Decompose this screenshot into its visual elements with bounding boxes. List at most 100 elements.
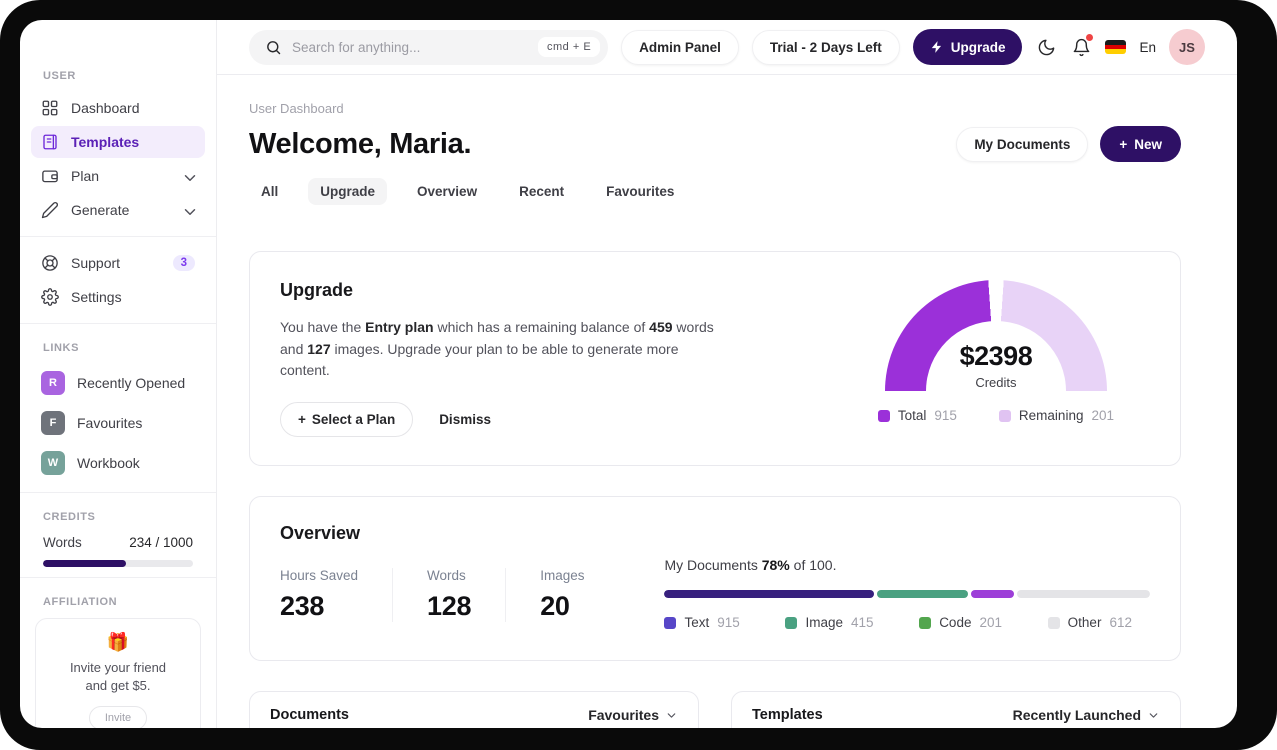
- bell-icon: [1073, 38, 1090, 56]
- topbar-right: Admin Panel Trial - 2 Days Left Upgrade: [621, 29, 1205, 65]
- app-window: USER Dashboard Templates Plan: [20, 20, 1237, 728]
- admin-panel-button[interactable]: Admin Panel: [621, 29, 739, 65]
- credits-progress-fill: [43, 560, 126, 567]
- upgrade-card-actions: + Select a Plan Dismiss: [280, 402, 720, 438]
- templates-filter-dropdown[interactable]: Recently Launched: [1013, 707, 1160, 723]
- credits-row: Words 234 / 1000: [31, 533, 205, 550]
- sidebar-item-support[interactable]: Support 3: [31, 247, 205, 279]
- section-label-user: USER: [43, 70, 76, 82]
- wallet-icon: [41, 167, 59, 185]
- tab-recent[interactable]: Recent: [519, 184, 565, 199]
- search-bar[interactable]: cmd + E: [249, 29, 609, 65]
- sidebar-item-label: Support: [71, 255, 121, 271]
- gauge-label: Credits: [975, 375, 1017, 390]
- user-avatar[interactable]: JS: [1169, 29, 1205, 65]
- sidebar-divider: [20, 236, 216, 237]
- search-icon: [265, 39, 282, 56]
- invite-button[interactable]: Invite: [88, 706, 148, 728]
- sidebar-item-label: Plan: [71, 168, 100, 184]
- stat-images: Images 20: [505, 568, 618, 623]
- overview-stats: Hours Saved 238 Words 128 Images 20: [280, 568, 618, 623]
- sidebar-item-favourites[interactable]: F Favourites: [31, 404, 205, 442]
- credits-value: 234 / 1000: [129, 535, 193, 550]
- language-label[interactable]: En: [1139, 39, 1156, 55]
- sidebar-item-settings[interactable]: Settings: [31, 281, 205, 313]
- pencil-icon: [41, 201, 59, 219]
- documents-filter-dropdown[interactable]: Favourites: [588, 707, 678, 723]
- sidebar-item-label: Dashboard: [71, 100, 140, 116]
- gauge-value: $2398: [959, 341, 1033, 371]
- bar-segment-other: [1016, 590, 1150, 599]
- sidebar-links: R Recently Opened F Favourites W Workbook: [31, 364, 205, 482]
- gauge-legend-item: Remaining 201: [998, 408, 1114, 423]
- search-input[interactable]: [292, 39, 528, 55]
- affiliation-card: 🎁 Invite your friend and get $5. Invite: [35, 618, 201, 728]
- letter-badge: W: [41, 451, 65, 475]
- documents-card-header: Documents Favourites: [250, 692, 698, 728]
- select-plan-button[interactable]: + Select a Plan: [280, 402, 414, 438]
- gauge-legend: Total 915 Remaining 201: [877, 408, 1114, 423]
- letter-badge: F: [41, 411, 65, 435]
- tab-favourites[interactable]: Favourites: [606, 184, 675, 199]
- tab-all[interactable]: All: [261, 184, 279, 199]
- documents-card: Documents Favourites Untitled Documentin…: [249, 691, 699, 728]
- tab-upgrade[interactable]: Upgrade: [308, 178, 388, 205]
- chevron-down-icon: [667, 712, 676, 718]
- templates-card: Templates Recently Launched Blog Post Ti…: [731, 691, 1181, 728]
- bar-segment-text: [664, 590, 875, 599]
- chevron-down-icon: [181, 169, 196, 183]
- sidebar-item-label: Settings: [71, 289, 122, 305]
- notification-dot: [1086, 34, 1094, 41]
- sidebar-item-dashboard[interactable]: Dashboard: [31, 92, 205, 124]
- upgrade-card: Upgrade You have the Entry plan which ha…: [249, 251, 1181, 467]
- dismiss-button[interactable]: Dismiss: [439, 412, 491, 428]
- new-button[interactable]: + New: [1100, 126, 1181, 162]
- templates-card-title: Templates: [752, 707, 823, 724]
- main-area: cmd + E Admin Panel Trial - 2 Days Left …: [217, 20, 1237, 728]
- sidebar: USER Dashboard Templates Plan: [20, 20, 217, 728]
- affiliation-text: Invite your friend and get $5.: [69, 660, 167, 693]
- topbar: cmd + E Admin Panel Trial - 2 Days Left …: [217, 20, 1237, 75]
- tab-overview[interactable]: Overview: [417, 184, 478, 199]
- sidebar-divider: [20, 577, 216, 578]
- section-label-credits: CREDITS: [43, 511, 96, 523]
- sidebar-item-label: Templates: [71, 134, 140, 150]
- letter-badge: R: [41, 371, 65, 395]
- documents-progress-bar: [664, 590, 1150, 599]
- chevron-down-icon: [1149, 712, 1158, 718]
- upgrade-button[interactable]: Upgrade: [912, 29, 1023, 65]
- notifications-button[interactable]: [1070, 34, 1094, 58]
- sidebar-item-generate[interactable]: Generate: [31, 194, 205, 226]
- overview-left: Overview Hours Saved 238 Words 128: [280, 523, 618, 630]
- moon-icon: [1038, 39, 1055, 55]
- credits-progress-track: [43, 560, 193, 567]
- stat-words: Words 128: [392, 568, 505, 623]
- dark-mode-toggle[interactable]: [1035, 36, 1057, 58]
- page-title: Welcome, Maria.: [249, 127, 472, 160]
- german-flag-icon[interactable]: [1105, 40, 1127, 54]
- progress-legend-item: Image 415: [785, 615, 874, 630]
- progress-legend-item: Text 915: [664, 615, 740, 630]
- upgrade-card-left: Upgrade You have the Entry plan which ha…: [280, 280, 720, 438]
- sidebar-item-workbook[interactable]: W Workbook: [31, 444, 205, 482]
- progress-legend-item: Other 612: [1047, 615, 1132, 630]
- tabs: All Upgrade Overview Recent Favourites: [249, 178, 1181, 205]
- sidebar-item-templates[interactable]: Templates: [31, 126, 205, 158]
- upgrade-card-body: You have the Entry plan which has a rema…: [280, 319, 714, 379]
- sidebar-item-plan[interactable]: Plan: [31, 160, 205, 192]
- gauge-legend-item: Total 915: [877, 408, 957, 423]
- my-documents-button[interactable]: My Documents: [956, 126, 1089, 162]
- page-content: User Dashboard Welcome, Maria. My Docume…: [217, 75, 1237, 728]
- title-row: Welcome, Maria. My Documents + New: [249, 126, 1181, 162]
- templates-card-header: Templates Recently Launched: [732, 692, 1180, 728]
- stat-hours-saved: Hours Saved 238: [280, 568, 359, 622]
- title-actions: My Documents + New: [956, 126, 1181, 162]
- trial-badge[interactable]: Trial - 2 Days Left: [751, 29, 900, 65]
- sidebar-item-recently-opened[interactable]: R Recently Opened: [31, 364, 205, 402]
- plus-icon: +: [1119, 136, 1128, 152]
- templates-document-icon: [41, 133, 59, 151]
- lightning-icon: [931, 41, 941, 53]
- overview-card: Overview Hours Saved 238 Words 128: [249, 496, 1181, 662]
- breadcrumb: User Dashboard: [249, 101, 344, 116]
